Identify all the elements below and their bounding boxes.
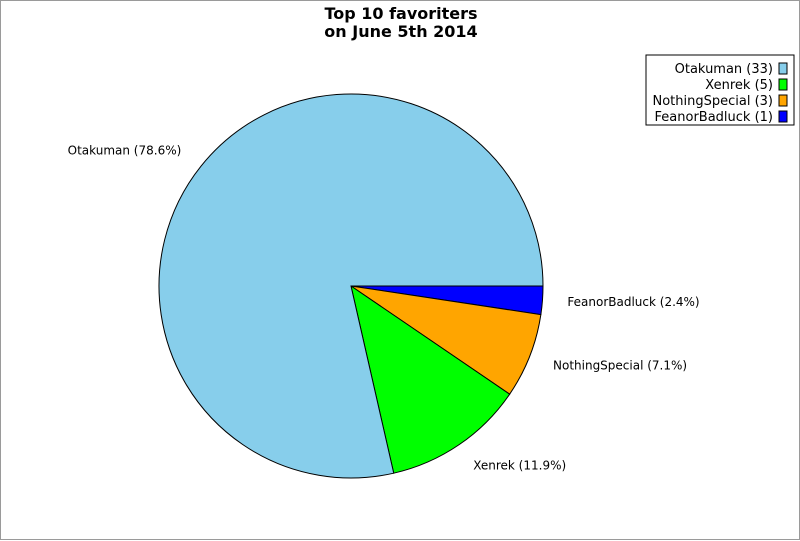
legend-swatch-feanorbadluck (778, 110, 788, 123)
legend: Otakuman (33)Xenrek (5)NothingSpecial (3… (645, 54, 795, 126)
legend-swatch-nothingspecial (778, 94, 788, 107)
legend-label-nothingspecial: NothingSpecial (3) (652, 94, 773, 109)
legend-swatch-otakuman (778, 62, 788, 75)
legend-label-feanorbadluck: FeanorBadluck (1) (655, 110, 773, 125)
legend-label-xenrek: Xenrek (5) (705, 78, 773, 93)
slice-label-feanorbadluck: FeanorBadluck (2.4%) (567, 295, 699, 309)
slice-otakuman (158, 93, 544, 479)
slice-xenrek (350, 284, 511, 474)
legend-label-otakuman: Otakuman (33) (675, 62, 773, 77)
legend-swatch-xenrek (778, 78, 788, 91)
pie-slices (158, 93, 544, 479)
slice-label-otakuman: Otakuman (78.6%) (68, 144, 182, 158)
slice-labels: FeanorBadluck (2.4%) NothingSpecial (7.1%… (68, 144, 700, 473)
slice-label-xenrek: Xenrek (11.9%) (473, 458, 566, 472)
slice-label-nothingspecial: NothingSpecial (7.1%) (553, 358, 687, 372)
chart-title-line-2: on June 5th 2014 (324, 22, 477, 41)
chart-title-line-1: Top 10 favoriters (324, 4, 477, 23)
legend-box (645, 54, 795, 126)
